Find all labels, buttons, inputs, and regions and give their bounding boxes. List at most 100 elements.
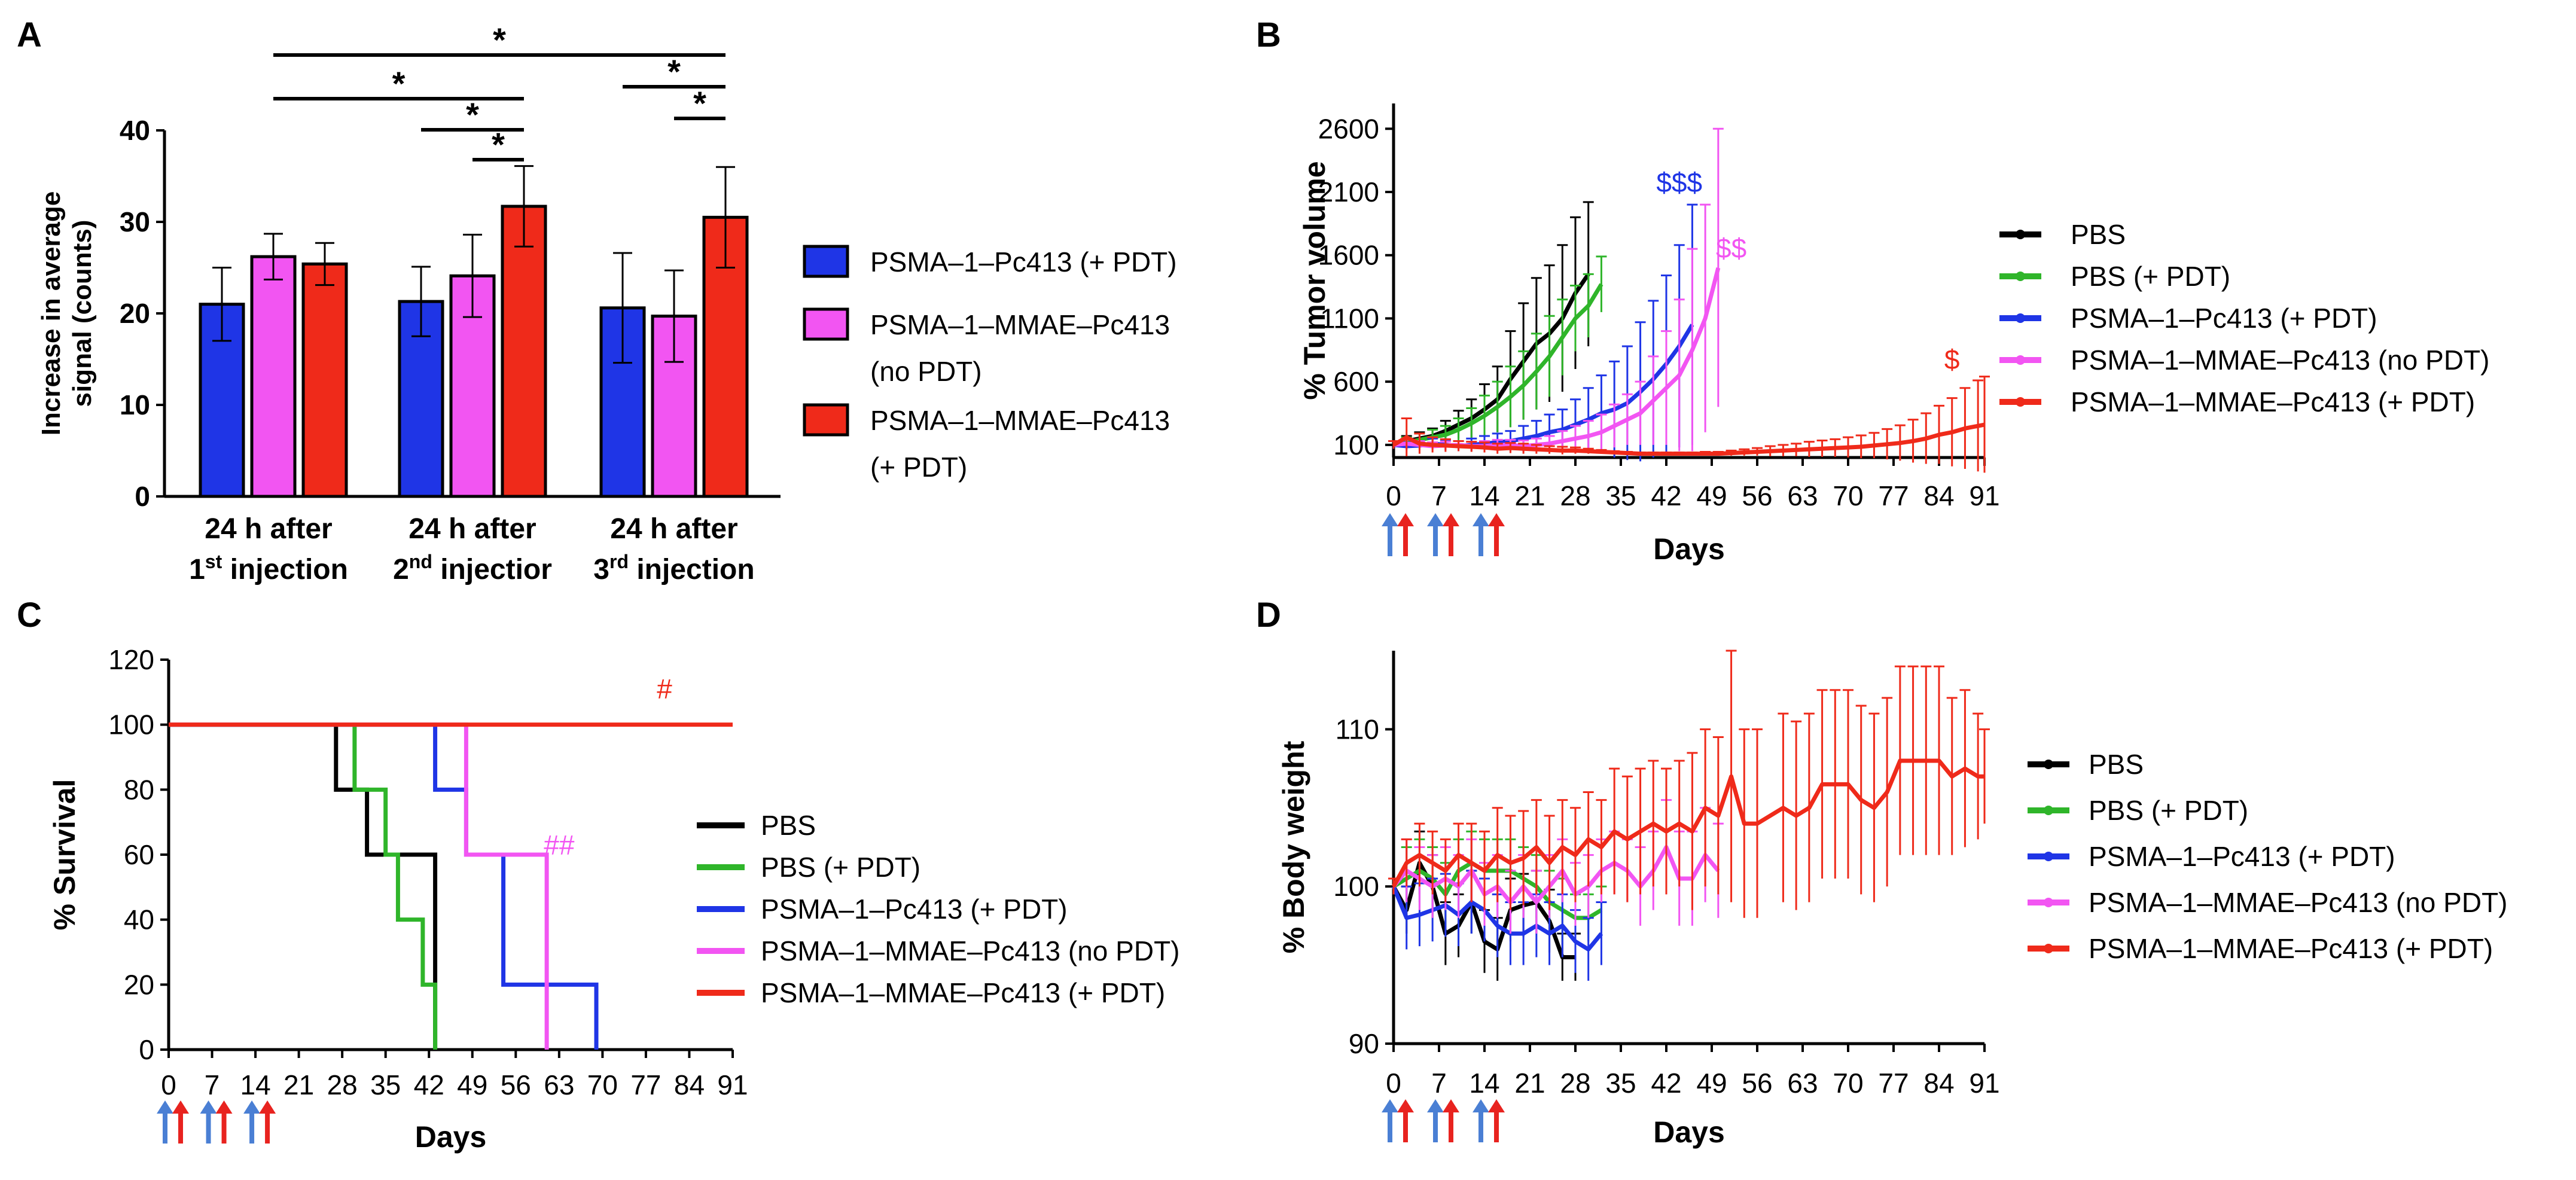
x-tick-label: 91 [717, 1069, 748, 1100]
legend-marker [2044, 944, 2053, 953]
survival-curve-psma-1-mmae-pc413-no-pdt [169, 722, 549, 1050]
x-tick-label: 7 [1431, 480, 1447, 511]
legend-label: PBS (+ PDT) [2071, 261, 2230, 292]
treatment-arrow-head [243, 1100, 261, 1114]
significance-star: * [693, 84, 706, 122]
significance-star: * [492, 126, 505, 163]
y-axis-label: signal (counts) [68, 220, 97, 407]
x-tick-label: 7 [205, 1069, 220, 1100]
treatment-arrow-head [215, 1100, 233, 1114]
x-tick-label: 0 [1386, 480, 1401, 511]
x-tick-label: 63 [1787, 480, 1818, 511]
panel-a-bar-chart: 0 10 20 30 40 Increase in average signal (coun… [36, 21, 1177, 586]
y-tick-label: 100 [108, 709, 154, 740]
y-tick-label: 30 [120, 206, 150, 237]
y-tick-label: 40 [124, 904, 154, 935]
y-tick-label: 110 [1336, 714, 1379, 745]
treatment-arrow-head [1488, 1099, 1505, 1112]
x-tick-label: 70 [1833, 480, 1863, 511]
x-tick-label: 84 [674, 1069, 705, 1100]
x-tick-label: 35 [1605, 1068, 1636, 1099]
x-tick-label: 49 [1696, 480, 1727, 511]
y-tick-label: 20 [124, 969, 154, 1000]
treatment-arrow-head [157, 1100, 173, 1114]
panel-d-body-weight-chart: 90 100 110 % Body weight 0 7 14 21 28 35 42 49 56 63 7… [1277, 650, 2508, 1149]
y-tick-label: 80 [124, 774, 154, 805]
x-tick-label: 49 [457, 1069, 487, 1100]
category-label: 2nd injectior [393, 551, 552, 586]
y-axis-label: Increase in average [36, 191, 66, 435]
legend-label: PBS [2071, 219, 2126, 250]
y-tick-label: 1600 [1318, 240, 1379, 271]
y-tick-label: 120 [108, 644, 154, 675]
x-tick-label: 77 [1878, 480, 1909, 511]
x-tick-label: 84 [1923, 480, 1954, 511]
survival-curve-pbs [169, 722, 438, 1050]
bar-psma-1-mmae-pc413-pdt [301, 262, 348, 498]
x-tick-label: 91 [1969, 480, 1999, 511]
category-label: 24 h after [610, 513, 737, 545]
legend-label: PSMA–1–Pc413 (+ PDT) [761, 894, 1068, 925]
x-tick-label: 63 [1787, 1068, 1818, 1099]
panel-label-d: D [1256, 596, 1281, 635]
treatment-arrow-head [1443, 513, 1459, 526]
x-tick-label: 49 [1696, 1068, 1727, 1099]
legend-label: (no PDT) [870, 356, 982, 387]
x-tick-label: 56 [1742, 1068, 1772, 1099]
y-tick-label: 100 [1333, 429, 1379, 461]
significance-annotation: ## [544, 830, 575, 861]
x-tick-label: 70 [587, 1069, 618, 1100]
significance-annotation: $$$ [1656, 167, 1702, 198]
category-label: 3rd injection [593, 551, 754, 586]
significance-star: * [466, 96, 479, 133]
series-line-psma-1-mmae-pc413-no-pdt [1392, 845, 1720, 904]
x-axis-label: Days [1653, 1115, 1725, 1149]
x-tick-label: 21 [1514, 480, 1545, 511]
y-axis-label: % Body weight [1277, 740, 1310, 953]
legend-label: PSMA–1–Pc413 (+ PDT) [2071, 303, 2377, 334]
treatment-arrow-head [1427, 513, 1444, 526]
category-label: 24 h after [408, 513, 536, 545]
legend-marker [2044, 760, 2053, 769]
x-tick-label: 21 [1514, 1068, 1545, 1099]
legend-label: PSMA–1–MMAE–Pc413 (no PDT) [2071, 344, 2490, 376]
x-tick-label: 14 [1469, 1068, 1499, 1099]
legend-label: PSMA–1–MMAE–Pc413 (+ PDT) [761, 977, 1165, 1008]
significance-star: * [392, 65, 406, 102]
treatment-arrow-head [200, 1100, 217, 1114]
x-tick-label: 28 [1560, 1068, 1590, 1099]
x-axis-label: Days [415, 1120, 487, 1154]
y-tick-label: 0 [139, 1034, 154, 1065]
legend-marker [2016, 272, 2025, 281]
significance-annotation: # [657, 673, 672, 705]
x-tick-label: 14 [1469, 480, 1499, 511]
panel-label-c: C [17, 596, 42, 635]
survival-curve-psma-1-pc413-pdt [169, 722, 599, 1050]
legend-label: PSMA–1–MMAE–Pc413 (no PDT) [2089, 887, 2508, 918]
significance-annotation: $$ [1716, 233, 1746, 264]
legend-label: PSMA–1–MMAE–Pc413 [870, 309, 1170, 340]
legend-swatch [803, 403, 849, 437]
x-tick-label: 21 [283, 1069, 314, 1100]
y-tick-label: 1100 [1320, 303, 1379, 334]
x-tick-label: 42 [1651, 480, 1681, 511]
x-tick-label: 56 [501, 1069, 531, 1100]
legend-swatch [803, 245, 849, 278]
legend-marker [2044, 898, 2053, 907]
legend-marker [2016, 397, 2025, 407]
bar-psma-1-mmae-pc413-no-pdt [250, 255, 297, 498]
legend-label: PSMA–1–MMAE–Pc413 [870, 405, 1170, 436]
x-tick-label: 70 [1833, 1068, 1863, 1099]
y-tick-label: 2100 [1318, 176, 1379, 208]
treatment-arrow-head [1397, 1099, 1414, 1112]
y-tick-label: 600 [1333, 366, 1379, 397]
legend-label: PSMA–1–Pc413 (+ PDT) [2089, 841, 2395, 872]
legend-marker [2044, 852, 2053, 861]
x-tick-label: 28 [1560, 480, 1590, 511]
treatment-arrow-head [172, 1100, 189, 1114]
legend-label: PBS [2089, 749, 2144, 780]
x-tick-label: 14 [240, 1069, 270, 1100]
legend-marker [2016, 313, 2025, 323]
treatment-arrow-head [1382, 1099, 1398, 1112]
